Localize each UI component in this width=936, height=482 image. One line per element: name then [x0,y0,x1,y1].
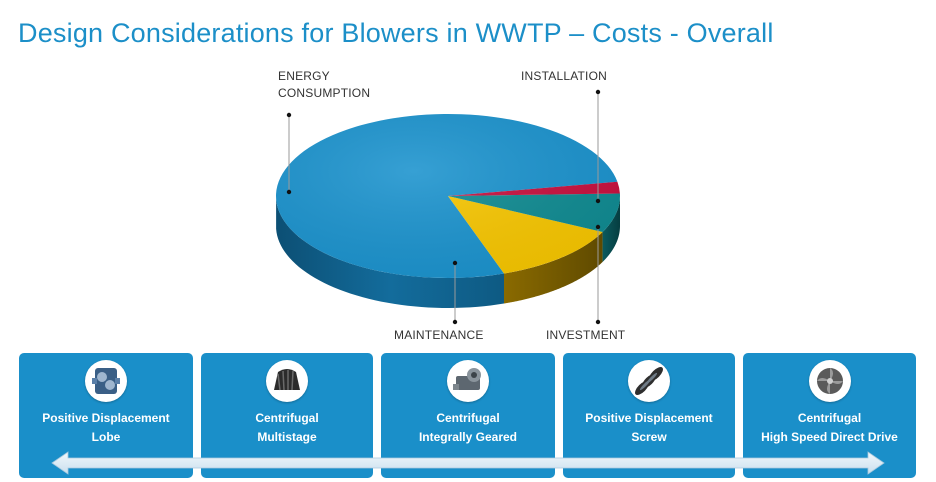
blower-card-geared[interactable]: Centrifugal Integrally Geared [381,353,555,478]
pie-chart [276,89,620,325]
blower-card-lobe[interactable]: Positive Displacement Lobe [19,353,193,478]
blower-card-line2: Screw [631,430,667,444]
leader-dot-energy-slice [286,189,292,195]
slice-label-installation: INSTALLATION [521,69,607,83]
leader-dot-investment-label [595,224,601,230]
blower-card-turbo[interactable]: Centrifugal High Speed Direct Drive [743,353,916,478]
leader-dot-installation-label [595,89,601,95]
blower-card-line1: Positive Displacement [42,411,170,425]
pie-side-maintenance [504,231,603,304]
lobe-blower-icon [85,360,127,402]
slice-label-maintenance: MAINTENANCE [394,328,484,342]
pie-side-investment [602,196,620,262]
turbo-blower-icon [808,360,851,402]
leader-dot-energy-label [286,112,292,118]
screw-blower-icon [628,360,670,402]
slice-label-investment: INVESTMENT [546,328,626,342]
leader-dot-investment-slice [595,319,601,325]
leader-dot-maintenance-slice [452,319,458,325]
blower-card-line1: Centrifugal [797,411,862,425]
multistage-blower-icon [266,360,308,402]
leader-dot-installation-slice [595,198,601,204]
blower-card-multistage[interactable]: Centrifugal Multistage [201,353,373,478]
blower-card-line2: Multistage [257,430,317,444]
blower-card-line1: Centrifugal [436,411,500,425]
blower-card-line2: Integrally Geared [418,430,518,444]
blower-card-line2: Lobe [91,430,121,444]
blower-card-line1: Centrifugal [255,411,319,425]
blower-card-screw[interactable]: Positive Displacement Screw [563,353,735,478]
pie-side-energy [276,198,504,308]
blower-card-line1: Positive Displacement [585,411,713,425]
page-title: Design Considerations for Blowers in WWT… [18,18,774,48]
geared-blower-icon [447,360,489,402]
blower-card-line2: High Speed Direct Drive [761,430,898,444]
slice-label-energy: ENERGY CONSUMPTION [278,69,371,100]
pie-top-shading [276,114,620,278]
leader-dot-maintenance-label [452,260,458,266]
